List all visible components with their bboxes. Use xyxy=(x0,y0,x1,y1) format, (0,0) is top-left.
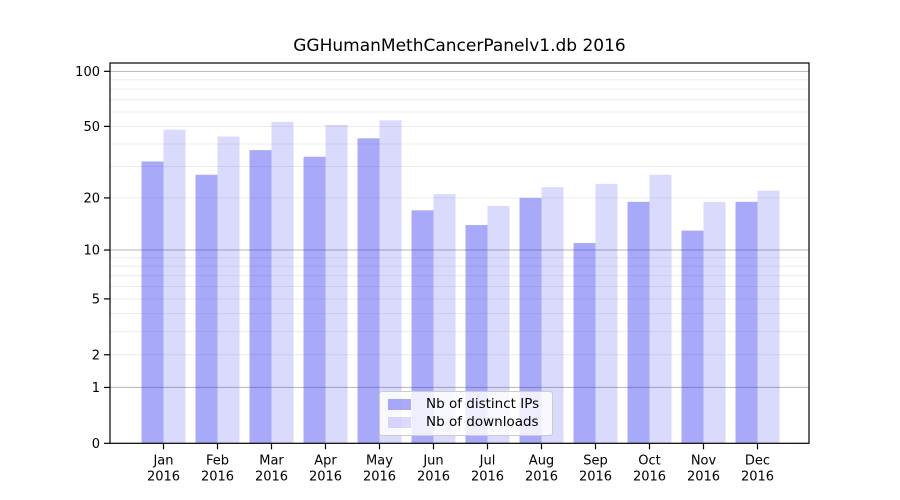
y-tick-label: 10 xyxy=(83,244,100,259)
bar-distinct-ips-oct xyxy=(627,201,650,444)
x-tick-label-year: 2016 xyxy=(471,469,504,484)
x-tick-label-month: Dec xyxy=(745,453,770,468)
y-tick-label: 50 xyxy=(83,120,100,135)
bar-downloads-jan xyxy=(163,129,186,444)
bar-distinct-ips-nov xyxy=(681,230,704,444)
bar-downloads-dec xyxy=(757,190,780,444)
x-tick-label-month: Jul xyxy=(479,453,496,468)
plot-border xyxy=(109,62,810,444)
legend-label-distinct-ips: Nb of distinct IPs xyxy=(426,396,540,412)
bar-downloads-mar xyxy=(271,121,294,444)
bar-distinct-ips-apr xyxy=(303,156,326,444)
x-tick-label-year: 2016 xyxy=(255,469,288,484)
x-tick-label-month: Jun xyxy=(422,453,443,468)
bar-distinct-ips-feb xyxy=(195,174,218,444)
bar-distinct-ips-may xyxy=(357,138,380,444)
bar-downloads-jun xyxy=(433,194,456,444)
bar-distinct-ips-mar xyxy=(249,150,272,444)
bar-distinct-ips-jan xyxy=(141,161,164,444)
x-tick-label-year: 2016 xyxy=(417,469,450,484)
x-tick-label-year: 2016 xyxy=(741,469,774,484)
x-tick-label-year: 2016 xyxy=(309,469,342,484)
bar-downloads-sep xyxy=(595,183,618,444)
x-tick-label-year: 2016 xyxy=(633,469,666,484)
legend-item-distinct-ips: Nb of distinct IPs xyxy=(388,397,539,412)
x-tick-label-month: Feb xyxy=(206,453,229,468)
x-tick-label-month: May xyxy=(366,453,393,468)
legend-item-downloads: Nb of downloads xyxy=(388,415,539,430)
bar-distinct-ips-jul xyxy=(465,225,488,444)
legend: Nb of distinct IPs Nb of downloads xyxy=(379,391,554,436)
bar-downloads-apr xyxy=(325,124,348,444)
x-tick-label-year: 2016 xyxy=(525,469,558,484)
x-tick-label-year: 2016 xyxy=(201,469,234,484)
x-tick-label-month: Apr xyxy=(314,453,337,468)
y-tick-label: 2 xyxy=(92,348,100,363)
bar-downloads-may xyxy=(379,120,402,444)
legend-swatch-downloads xyxy=(388,417,411,428)
x-tick-label-year: 2016 xyxy=(147,469,180,484)
bar-distinct-ips-aug xyxy=(519,197,542,444)
legend-label-downloads: Nb of downloads xyxy=(426,414,539,430)
x-tick-label-month: Jan xyxy=(152,453,173,468)
y-tick-label: 0 xyxy=(92,437,100,452)
bar-downloads-nov xyxy=(703,201,726,444)
bar-distinct-ips-jun xyxy=(411,210,434,444)
x-tick-label-month: Mar xyxy=(259,453,284,468)
bar-downloads-jul xyxy=(487,205,510,444)
x-tick-label-month: Aug xyxy=(529,453,554,468)
x-tick-label-month: Nov xyxy=(691,453,717,468)
y-tick-label: 1 xyxy=(92,381,100,396)
x-tick-label-month: Oct xyxy=(638,453,660,468)
x-tick-label-year: 2016 xyxy=(579,469,612,484)
legend-swatch-distinct-ips xyxy=(388,399,411,410)
y-tick-label: 5 xyxy=(92,292,100,307)
bar-downloads-feb xyxy=(217,136,240,444)
bar-distinct-ips-dec xyxy=(735,201,758,444)
x-tick-label-month: Sep xyxy=(583,453,608,468)
y-tick-label: 100 xyxy=(75,65,100,80)
bar-downloads-oct xyxy=(649,174,672,444)
x-tick-label-year: 2016 xyxy=(687,469,720,484)
y-tick-label: 20 xyxy=(83,191,100,206)
bar-downloads-aug xyxy=(541,187,564,444)
x-tick-label-year: 2016 xyxy=(363,469,396,484)
chart-title: GGHumanMethCancerPanelv1.db 2016 xyxy=(293,36,626,56)
bar-distinct-ips-sep xyxy=(573,243,596,444)
